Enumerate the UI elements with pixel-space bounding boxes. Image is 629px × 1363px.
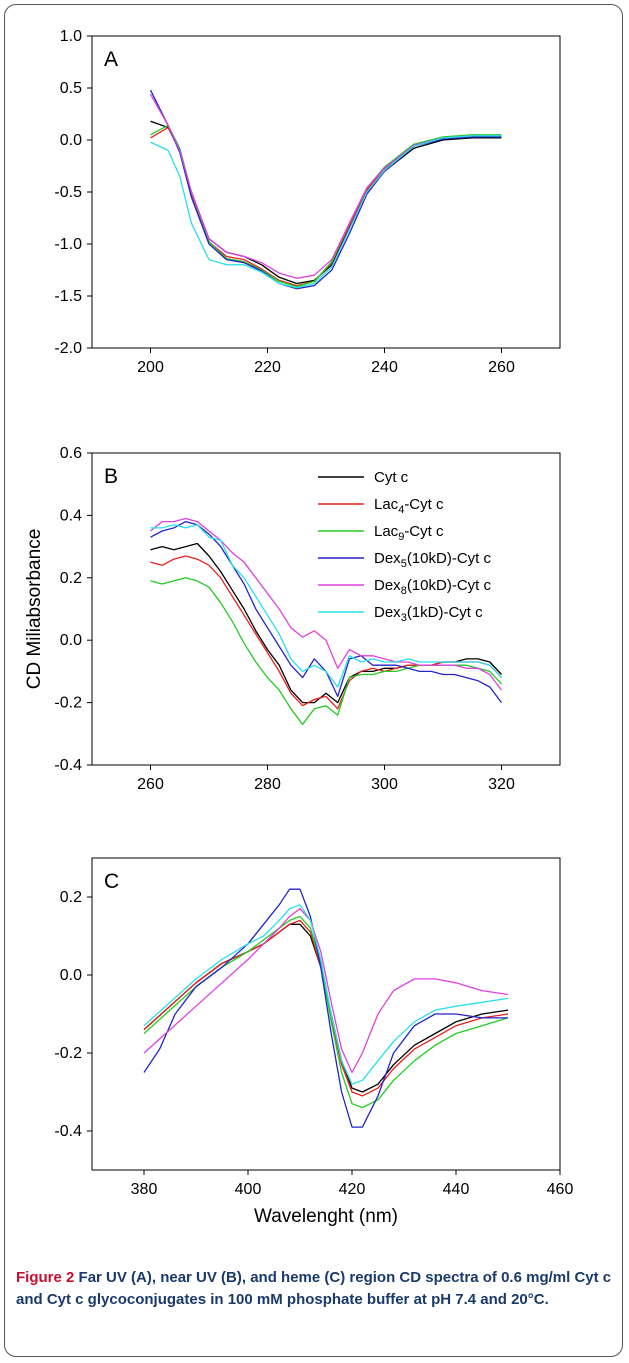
panel-b-legend-entry: Lac9-Cyt c — [374, 523, 444, 543]
figure-frame — [4, 4, 623, 1357]
panel-a-plot-frame — [91, 35, 561, 349]
panel-c-series-cyt-c — [143, 923, 509, 1093]
panel-b-series-lac9-cyt-c — [150, 577, 502, 726]
panel-b-legend-entry: Dex3(1kD)-Cyt c — [374, 604, 483, 624]
panel-b-series-cyt-c — [150, 542, 502, 704]
panel-a-y-tick-label: 0.0 — [60, 132, 82, 149]
panel-b-y-tick-label: 0.0 — [60, 632, 82, 649]
panel-c-y-tick-label: 0.0 — [60, 967, 82, 984]
panel-c-series-lac9-cyt-c — [143, 915, 509, 1109]
panel-a-series-dex5-10kd-cyt-c — [149, 89, 502, 290]
panel-b-y-axis-label: CD Miliabsorbance — [24, 529, 45, 690]
panel-b-legend-entry: Lac4-Cyt c — [374, 496, 444, 516]
panel-c-series-dex5-10kd-cyt-c — [143, 888, 508, 1128]
caption-label: Figure 2 — [16, 1269, 75, 1286]
panel-a-y-tick-label: 0.5 — [60, 80, 82, 97]
panel-a-x-tick-label: 260 — [488, 359, 515, 376]
panel-c-letter: C — [104, 870, 119, 893]
panel-b-legend-entry: Dex8(10kD)-Cyt c — [374, 577, 491, 597]
panel-a-y-tick-label: -1.0 — [54, 236, 82, 253]
panel-c-series-dex3-1kd-cyt-c — [143, 904, 509, 1085]
figure-caption: Figure 2 Far UV (A), near UV (B), and he… — [16, 1267, 616, 1311]
panel-c-series-lac4-cyt-c — [143, 919, 509, 1097]
panel-b-x-tick-label: 260 — [137, 776, 164, 793]
caption-text: Far UV (A), near UV (B), and heme (C) re… — [16, 1269, 612, 1308]
panel-a-series-cyt-c — [150, 120, 502, 285]
panel-a-y-tick-label: -2.0 — [54, 340, 82, 357]
panel-a-y-tick-label: -1.5 — [54, 288, 82, 305]
panel-b: 260 280 300 320 -0.4 -0.2 0.0 0.2 0.4 0.6 B CD Mili… — [24, 445, 561, 793]
panel-a-x-tick-label: 240 — [371, 359, 398, 376]
panel-c-x-tick-label: 380 — [131, 1181, 158, 1198]
panel-b-y-tick-label: 0.4 — [60, 507, 82, 524]
panel-c-x-axis-label: Wavelenght (nm) — [254, 1206, 398, 1227]
panel-a-letter: A — [104, 48, 118, 71]
panel-a-y-tick-label: 1.0 — [60, 28, 82, 45]
figure-panels: 200 220 240 260 -2.0 -1.5 -1.0 -0.5 0.0 0.5 1.0 A 2… — [24, 28, 574, 1227]
panel-b-y-tick-label: 0.6 — [60, 445, 82, 462]
panel-a-series-lac9-cyt-c — [150, 124, 502, 288]
panel-b-legend-entry: Dex5(10kD)-Cyt c — [374, 550, 491, 570]
panel-a-series-lac4-cyt-c — [150, 126, 502, 287]
panel-c-x-tick-label: 420 — [339, 1181, 366, 1198]
panel-b-series-dex8-10kd-cyt-c — [150, 517, 503, 691]
panel-c-x-tick-label: 440 — [443, 1181, 470, 1198]
panel-b-x-tick-label: 320 — [488, 776, 515, 793]
panel-b-legend-entry: Cyt c — [374, 469, 409, 486]
panel-a-series-dex3-1kd-cyt-c — [150, 135, 502, 289]
panel-b-letter: B — [104, 465, 118, 488]
panel-b-y-tick-label: -0.2 — [54, 695, 82, 712]
panel-c-y-tick-label: 0.2 — [60, 889, 82, 906]
panel-a: 200 220 240 260 -2.0 -1.5 -1.0 -0.5 0.0 0.5 1.0 A — [54, 28, 561, 376]
panel-c-series-dex8-10kd-cyt-c — [143, 908, 509, 1074]
panel-a-x-tick-label: 220 — [254, 359, 281, 376]
panel-b-y-tick-label: 0.2 — [60, 570, 82, 587]
panel-c-x-tick-label: 460 — [547, 1181, 574, 1198]
panel-a-series-dex8-10kd-cyt-c — [149, 93, 502, 279]
panel-b-plot-frame — [91, 452, 561, 766]
panel-b-y-tick-label: -0.4 — [54, 757, 82, 774]
panel-c-plot-frame — [91, 857, 561, 1171]
panel-a-x-tick-label: 200 — [137, 359, 164, 376]
panel-a-y-tick-label: -0.5 — [54, 184, 82, 201]
panel-c-y-tick-label: -0.2 — [54, 1045, 82, 1062]
panel-b-x-tick-label: 280 — [254, 776, 281, 793]
panel-c-y-tick-label: -0.4 — [54, 1123, 82, 1140]
panel-c: 380 400 420 440 460 -0.4 -0.2 0.0 0.2 C Wavelenght… — [54, 857, 574, 1227]
panel-c-x-tick-label: 400 — [235, 1181, 262, 1198]
panel-b-series-dex3-1kd-cyt-c — [150, 524, 502, 688]
panel-b-x-tick-label: 300 — [371, 776, 398, 793]
